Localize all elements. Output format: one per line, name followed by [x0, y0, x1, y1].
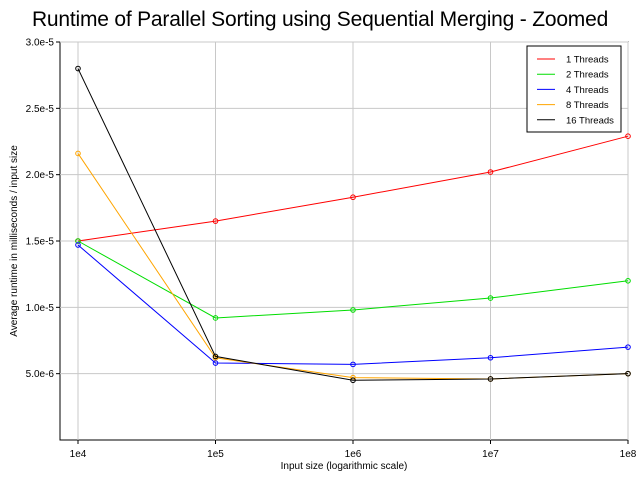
series-line: [77, 68, 629, 381]
x-axis-label: Input size (logarithmic scale): [281, 461, 408, 472]
data-point: [350, 194, 356, 201]
data-point: [212, 353, 219, 360]
legend-label: 4 Threads: [566, 85, 609, 96]
legend-label: 16 Threads: [566, 115, 614, 126]
y-tick-label: 1.5e-5: [26, 237, 55, 248]
y-tick-label: 2.5e-5: [26, 104, 55, 115]
data-point: [487, 169, 494, 175]
data-point: [75, 242, 81, 248]
series-line: [77, 240, 629, 319]
y-axis-label: Average runtime in milliseconds / input …: [9, 145, 20, 337]
data-point: [487, 376, 494, 382]
y-tick-label: 5.0e-6: [26, 369, 55, 380]
data-point: [625, 278, 631, 284]
series-line: [77, 244, 629, 365]
x-tick-label: 1e5: [207, 449, 224, 460]
data-point: [75, 150, 81, 157]
chart-title: Runtime of Parallel Sorting using Sequen…: [31, 8, 609, 31]
y-tick-label: 2.0e-5: [26, 170, 55, 181]
series-line: [77, 135, 629, 242]
x-tick-label: 1e8: [620, 449, 637, 460]
y-tick-label: 1.0e-5: [26, 303, 55, 314]
data-point: [212, 315, 219, 321]
legend-label: 8 Threads: [566, 100, 609, 111]
x-tick-label: 1e7: [482, 449, 499, 460]
data-point: [625, 344, 631, 350]
x-tick-label: 1e6: [345, 449, 362, 460]
data-point: [487, 354, 494, 361]
data-point: [212, 360, 219, 366]
data-point: [625, 133, 631, 139]
data-point: [75, 65, 81, 72]
legend-label: 2 Threads: [566, 70, 609, 81]
data-point: [350, 361, 356, 368]
data-point: [487, 295, 494, 301]
x-tick-label: 1e4: [70, 449, 87, 460]
data-point: [350, 307, 356, 313]
data-point: [625, 370, 631, 377]
data-point: [75, 238, 81, 244]
legend-label: 1 Threads: [566, 55, 609, 66]
data-point: [212, 218, 219, 224]
data-point: [350, 377, 356, 384]
y-tick-label: 3.0e-5: [26, 38, 55, 49]
